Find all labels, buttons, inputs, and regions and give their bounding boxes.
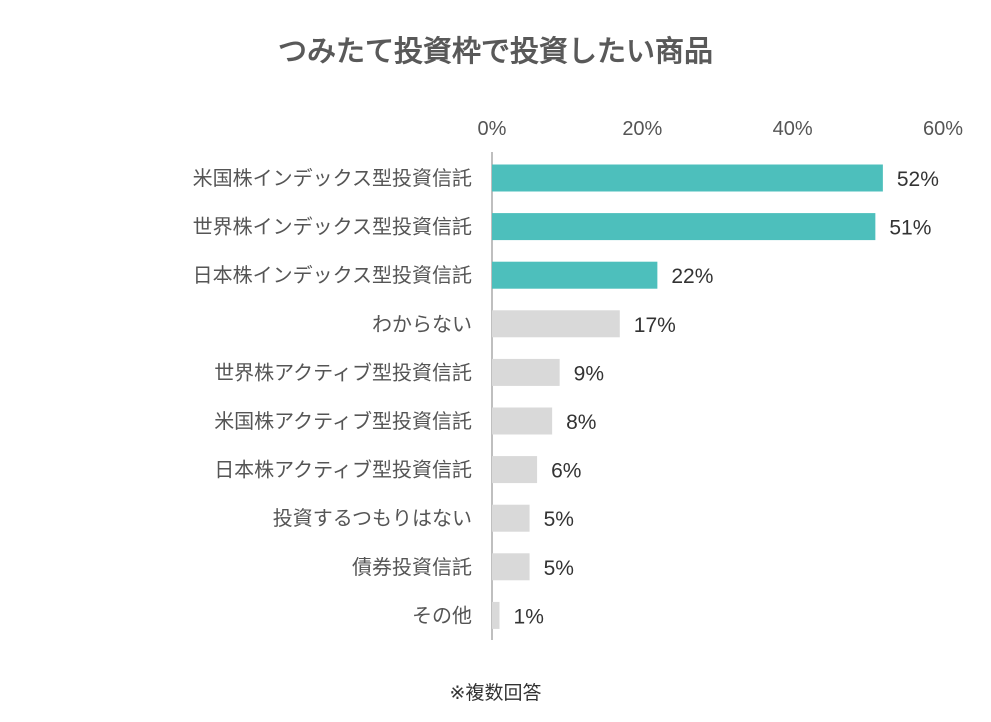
category-label: その他 [412, 603, 472, 627]
chart-title: つみたて投資枠で投資したい商品 [277, 34, 713, 68]
category-label: 米国株インデックス型投資信託 [193, 166, 472, 190]
bar [492, 601, 500, 629]
bar [492, 358, 560, 386]
bar [492, 456, 538, 484]
data-label: 17% [634, 314, 676, 337]
data-label: 6% [551, 460, 581, 483]
bar [492, 261, 658, 289]
category-label: 投資するつもりはない [273, 506, 472, 530]
data-label: 52% [897, 168, 939, 191]
x-tick-label: 20% [622, 118, 662, 140]
data-label: 1% [514, 605, 544, 628]
data-label: 51% [889, 217, 931, 240]
category-label: わからない [372, 312, 472, 336]
bar [492, 213, 876, 241]
bar [492, 407, 553, 435]
category-label: 日本株インデックス型投資信託 [193, 263, 472, 287]
x-tick-label: 0% [478, 118, 507, 140]
category-label: 世界株インデックス型投資信託 [193, 215, 472, 239]
x-tick-label: 40% [773, 118, 813, 140]
bar [492, 164, 883, 192]
category-label: 日本株アクティブ型投資信託 [214, 458, 472, 482]
x-tick-label: 60% [923, 118, 963, 140]
footnote: ※複数回答 [449, 682, 542, 704]
data-label: 5% [544, 557, 574, 580]
category-label: 米国株アクティブ型投資信託 [214, 409, 472, 433]
category-label: 債券投資信託 [352, 555, 472, 579]
bar [492, 553, 530, 581]
data-label: 22% [671, 265, 713, 288]
data-label: 5% [544, 508, 574, 531]
bar [492, 310, 620, 338]
data-label: 9% [574, 362, 604, 385]
data-label: 8% [566, 411, 596, 434]
category-label: 世界株アクティブ型投資信託 [214, 360, 472, 384]
bar [492, 504, 530, 532]
